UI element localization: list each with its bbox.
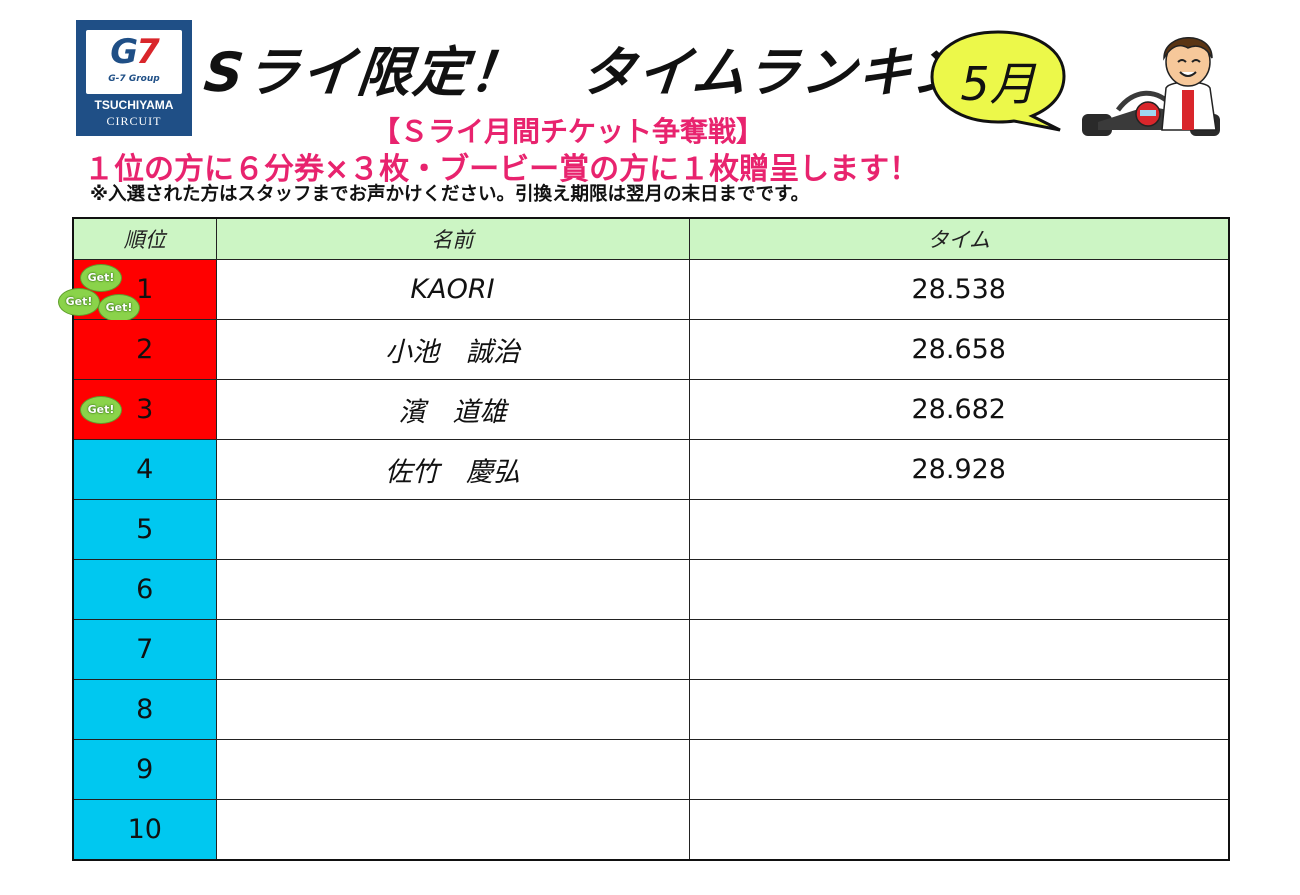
column-header-time: タイム <box>688 217 1230 260</box>
logo-brand-text: TSUCHIYAMA <box>94 98 174 112</box>
logo-g7-panel: G7 G-7 Group <box>86 30 182 94</box>
logo-g7-mark: G7 <box>110 32 160 72</box>
table-row: 2 小池 誠治 28.658 <box>72 319 1230 380</box>
logo-circuit-text: CIRCUIT <box>106 114 162 128</box>
time-cell <box>688 619 1230 680</box>
name-cell: 小池 誠治 <box>215 319 690 380</box>
rank-cell: 10 <box>72 799 217 861</box>
page-title: Sライ限定！ タイムランキング <box>201 41 1028 104</box>
time-cell <box>688 559 1230 620</box>
time-cell: 28.538 <box>688 259 1230 320</box>
rank-cell: 4 <box>72 439 217 500</box>
column-header-name: 名前 <box>215 217 690 260</box>
column-header-rank: 順位 <box>72 217 217 260</box>
table-header-row: 順位 名前 タイム <box>72 217 1230 260</box>
table-row: 4 佐竹 慶弘 28.928 <box>72 439 1230 500</box>
redemption-note: ※入選された方はスタッフまでお声かけください。引換え期限は翌月の末日までです。 <box>90 184 810 205</box>
table-row: Get! Get! Get! 1 KAORI 28.538 <box>58 259 1230 322</box>
table-row: 5 <box>72 499 1230 560</box>
name-cell <box>215 679 690 740</box>
time-cell <box>688 739 1230 800</box>
name-cell <box>215 499 690 560</box>
tsuchiyama-circuit-logo: G7 G-7 Group TSUCHIYAMA CIRCUIT <box>76 20 192 136</box>
get-badge-icon: Get! <box>98 294 140 322</box>
time-cell: 28.658 <box>688 319 1230 380</box>
racer-mascot-icon <box>1082 37 1220 136</box>
name-cell: 佐竹 慶弘 <box>215 439 690 500</box>
table-row: 9 <box>72 739 1230 800</box>
rank-number: 1 <box>136 274 154 305</box>
rank-cell: 2 <box>72 319 217 380</box>
get-badge-icon: Get! <box>58 288 100 316</box>
name-cell <box>215 559 690 620</box>
table-row: 8 <box>72 679 1230 740</box>
rank-number: 3 <box>136 394 154 425</box>
speech-bubble-icon <box>930 30 1066 132</box>
prize-description: １位の方に６分券×３枚・ブービー賞の方に１枚贈呈します！ <box>84 152 920 187</box>
name-cell: 濱 道雄 <box>215 379 690 440</box>
table-row: 6 <box>72 559 1230 620</box>
rank-cell: 8 <box>72 679 217 740</box>
rank-cell: 9 <box>72 739 217 800</box>
rank-cell: Get! Get! Get! 1 <box>58 259 217 322</box>
time-cell: 28.682 <box>688 379 1230 440</box>
name-cell <box>215 799 690 861</box>
ranking-table: 順位 名前 タイム Get! Get! Get! 1 KAORI 28.538 … <box>58 217 1230 861</box>
table-row: Get! 3 濱 道雄 28.682 <box>72 379 1230 440</box>
logo-group-text: G-7 Group <box>108 74 160 84</box>
time-cell <box>688 679 1230 740</box>
time-cell: 28.928 <box>688 439 1230 500</box>
table-row: 7 <box>72 619 1230 680</box>
month-label: 5月 <box>960 57 1036 111</box>
rank-cell: 7 <box>72 619 217 680</box>
rank-cell: Get! 3 <box>72 379 217 440</box>
name-cell <box>215 619 690 680</box>
name-cell <box>215 739 690 800</box>
time-cell <box>688 499 1230 560</box>
table-row: 10 <box>72 799 1230 861</box>
rank-cell: 5 <box>72 499 217 560</box>
rank-cell: 6 <box>72 559 217 620</box>
name-cell: KAORI <box>215 259 690 320</box>
get-badge-icon: Get! <box>80 396 122 424</box>
month-bubble: 5月 <box>928 28 1068 132</box>
get-badge-icon: Get! <box>80 264 122 292</box>
campaign-subtitle: 【Ｓライ月間チケット争奪戦】 <box>372 115 765 148</box>
time-cell <box>688 799 1230 861</box>
